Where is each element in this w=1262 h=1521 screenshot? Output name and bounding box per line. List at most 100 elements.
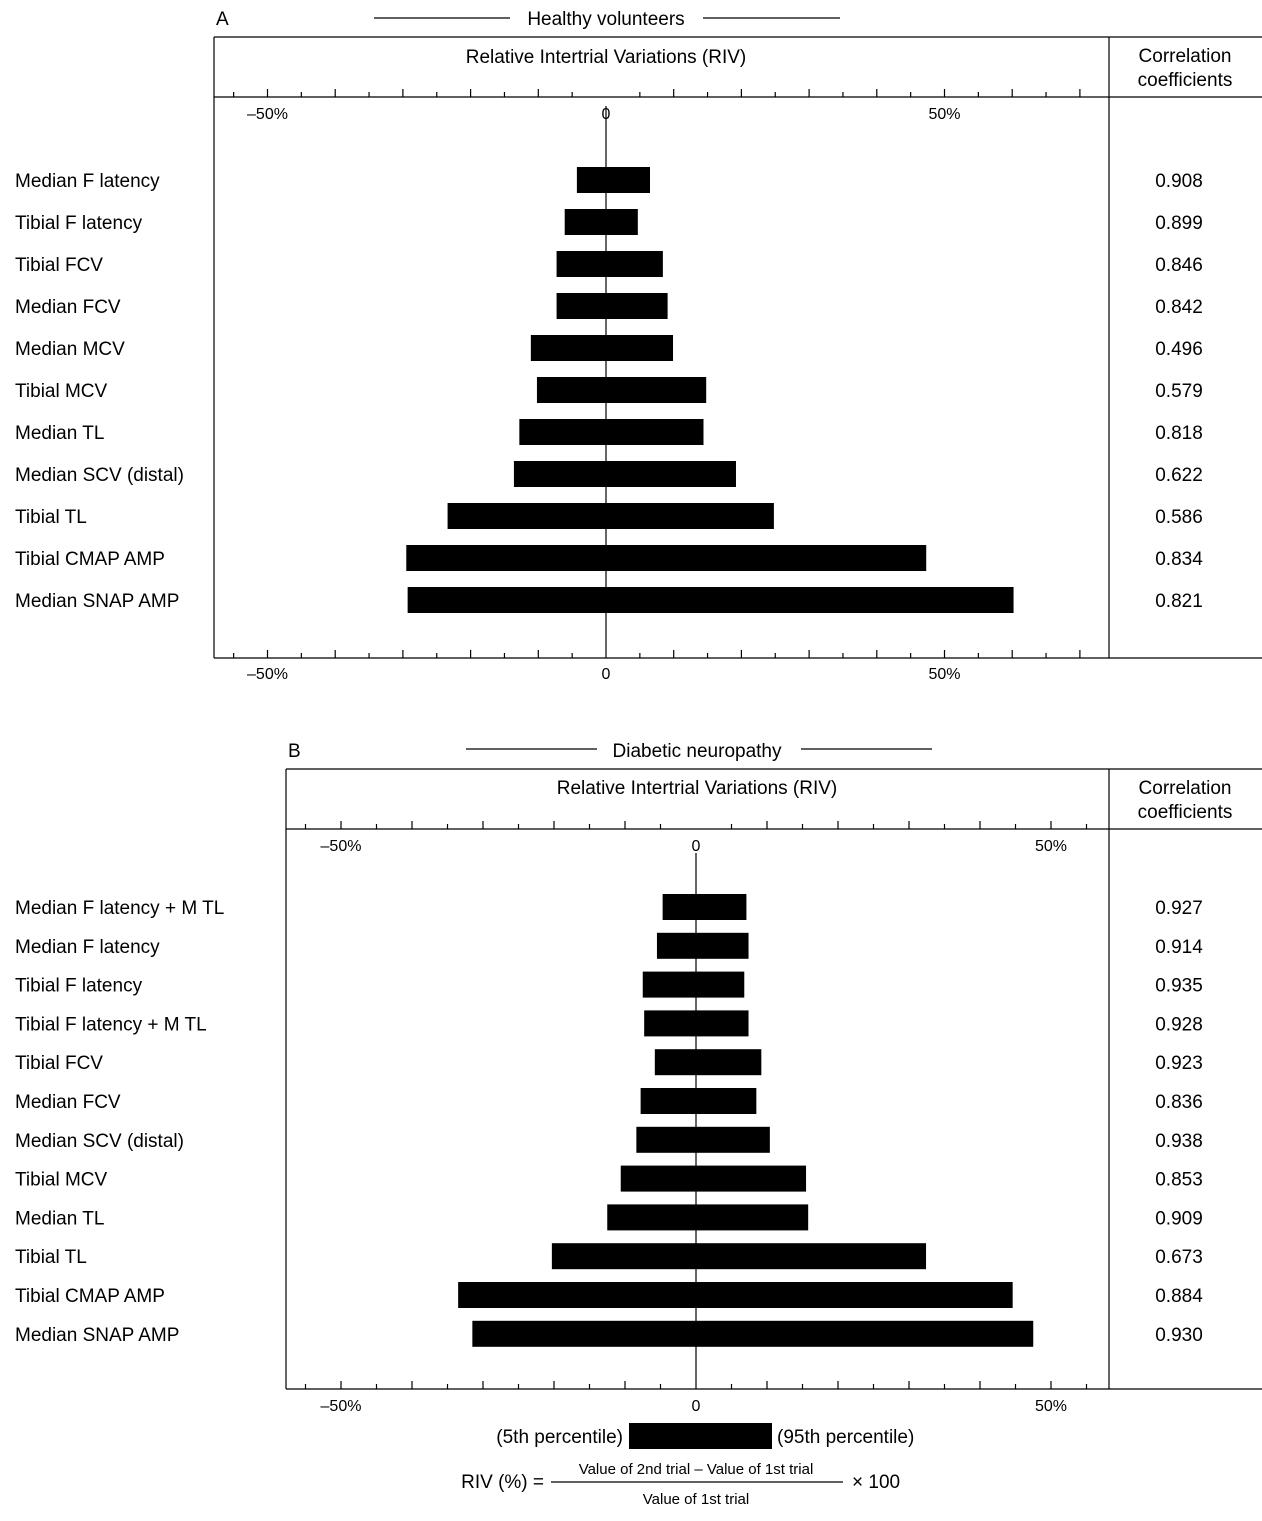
panel-b-bar	[551, 1243, 927, 1270]
panel-a-corr-header-line1: Correlation	[1139, 46, 1232, 67]
panel-b-bottom-tick-label: 0	[692, 1398, 701, 1415]
panel-a-correlation-value: 0.821	[1155, 591, 1203, 612]
panel-b-top-tick-label: 50%	[1035, 838, 1067, 855]
panel-a-bar	[407, 587, 1014, 613]
panel-b-correlation-value: 0.930	[1155, 1325, 1203, 1346]
panel-b-title: Diabetic neuropathy	[613, 741, 782, 762]
panel-a-top-tick-label: 50%	[928, 106, 960, 123]
panel-a-row-label: Median MCV	[15, 339, 125, 360]
panel-a-row-label: Median SCV (distal)	[15, 465, 184, 486]
panel-a-bar	[556, 251, 663, 277]
panel-b-correlation-value: 0.909	[1155, 1208, 1203, 1229]
legend-bar-swatch	[629, 1423, 772, 1449]
panel-b-bar	[642, 971, 745, 998]
legend-5th-percentile-label: (5th percentile)	[496, 1427, 623, 1448]
panel-a-bottom-tick-label: 0	[602, 666, 611, 683]
panel-a-bar	[406, 545, 927, 571]
panel-b-row-label: Tibial F latency	[15, 976, 143, 997]
panel-b-correlation-value: 0.853	[1155, 1170, 1203, 1191]
riv-formula: RIV (%) = Value of 2nd trial – Value of …	[461, 1461, 900, 1508]
panel-b-row-label: Tibial FCV	[15, 1053, 103, 1074]
panel-b-correlation-value: 0.914	[1155, 937, 1203, 958]
panel-a-bottom-tick-label: –50%	[247, 666, 288, 683]
panel-b-bar	[620, 1165, 807, 1192]
formula-multiplier: × 100	[852, 1472, 900, 1493]
panel-a-bar	[556, 293, 668, 319]
formula-numerator: Value of 2nd trial – Value of 1st trial	[579, 1461, 814, 1478]
panel-b-bar	[607, 1204, 809, 1231]
panel-b-bar	[458, 1282, 1013, 1308]
panel-a-row-label: Median FCV	[15, 297, 121, 318]
panel-b-bar	[636, 1126, 770, 1153]
panel-b-correlation-value: 0.927	[1155, 898, 1203, 919]
panel-b-row-label: Tibial CMAP AMP	[15, 1286, 165, 1307]
panel-a-row-label: Tibial F latency	[15, 213, 143, 234]
panel-a-row-label: Tibial MCV	[15, 381, 108, 402]
panel-b-row-label: Median SNAP AMP	[15, 1325, 179, 1346]
panel-b-bar	[644, 1010, 749, 1037]
panel-a-bar	[536, 377, 707, 403]
legend: (5th percentile) (95th percentile)	[496, 1423, 914, 1449]
panel-a-correlation-value: 0.818	[1155, 423, 1203, 444]
panel-a-title: Healthy volunteers	[527, 9, 684, 30]
panel-a-row-label: Tibial TL	[15, 507, 87, 528]
panel-b-bar	[656, 932, 749, 959]
panel-b-corr-header-line1: Correlation	[1139, 778, 1232, 799]
panel-a-axis-title: Relative Intertrial Variations (RIV)	[466, 47, 747, 68]
panel-b-correlation-value: 0.673	[1155, 1247, 1203, 1268]
panel-a-correlation-value: 0.899	[1155, 213, 1203, 234]
panel-a-bottom-tick-label: 50%	[928, 666, 960, 683]
panel-a-healthy-volunteers: A Healthy volunteers Relative Intertrial…	[15, 9, 1262, 683]
panel-a-correlation-value: 0.834	[1155, 549, 1203, 570]
panel-b-correlation-value: 0.938	[1155, 1131, 1203, 1152]
panel-b-top-tick-label: –50%	[321, 838, 362, 855]
panel-a-bar	[564, 209, 638, 235]
panel-b-correlation-value: 0.935	[1155, 976, 1203, 997]
panel-b-corr-header-line2: coefficients	[1138, 802, 1233, 823]
panel-a-bar	[513, 461, 736, 487]
panel-a-correlation-value: 0.842	[1155, 297, 1203, 318]
legend-95th-percentile-label: (95th percentile)	[777, 1427, 914, 1448]
panel-b-axis-title: Relative Intertrial Variations (RIV)	[557, 778, 838, 799]
panel-b-top-tick-label: 0	[692, 838, 701, 855]
panel-a-correlation-value: 0.846	[1155, 255, 1203, 276]
panel-a-correlation-value: 0.496	[1155, 339, 1203, 360]
panel-b-row-label: Median SCV (distal)	[15, 1131, 184, 1152]
panel-b-correlation-value: 0.836	[1155, 1092, 1203, 1113]
panel-a-correlation-value: 0.622	[1155, 465, 1203, 486]
panel-b-row-label: Median FCV	[15, 1092, 121, 1113]
panel-b-correlation-value: 0.923	[1155, 1053, 1203, 1074]
panel-a-correlation-value: 0.579	[1155, 381, 1203, 402]
panel-b-bar	[640, 1088, 757, 1114]
panel-a-bar	[530, 335, 674, 361]
panel-a-bar	[576, 167, 651, 193]
panel-b-bottom-tick-label: 50%	[1035, 1398, 1067, 1415]
panel-a-correlation-value: 0.908	[1155, 171, 1203, 192]
panel-b-bar	[662, 894, 747, 920]
panel-b-row-label: Median F latency + M TL	[15, 898, 224, 919]
panel-a-row-label: Median F latency	[15, 171, 160, 192]
panel-a-corr-header-line2: coefficients	[1138, 70, 1233, 91]
panel-a-row-label: Median SNAP AMP	[15, 591, 179, 612]
formula-denominator: Value of 1st trial	[643, 1491, 749, 1508]
panel-b-correlation-value: 0.884	[1155, 1286, 1203, 1307]
panel-b-row-label: Tibial TL	[15, 1247, 87, 1268]
panel-a-correlation-value: 0.586	[1155, 507, 1203, 528]
panel-a-letter: A	[216, 9, 229, 30]
panel-b-row-label: Median F latency	[15, 937, 160, 958]
panel-b-bottom-tick-label: –50%	[321, 1398, 362, 1415]
panel-a-bar	[519, 419, 704, 445]
panel-b-row-label: Median TL	[15, 1208, 104, 1229]
panel-a-row-label: Tibial FCV	[15, 255, 103, 276]
panel-b-letter: B	[288, 741, 301, 762]
panel-b-bar	[472, 1320, 1034, 1347]
panel-b-correlation-value: 0.928	[1155, 1014, 1203, 1035]
panel-a-bar	[447, 503, 774, 529]
panel-a-top-tick-label: –50%	[247, 106, 288, 123]
panel-b-bar	[654, 1049, 762, 1076]
panel-b-row-label: Tibial F latency + M TL	[15, 1014, 207, 1035]
panel-a-row-label: Median TL	[15, 423, 104, 444]
panel-b-diabetic-neuropathy: B Diabetic neuropathy Relative Intertria…	[15, 741, 1262, 1415]
panel-b-row-label: Tibial MCV	[15, 1170, 108, 1191]
